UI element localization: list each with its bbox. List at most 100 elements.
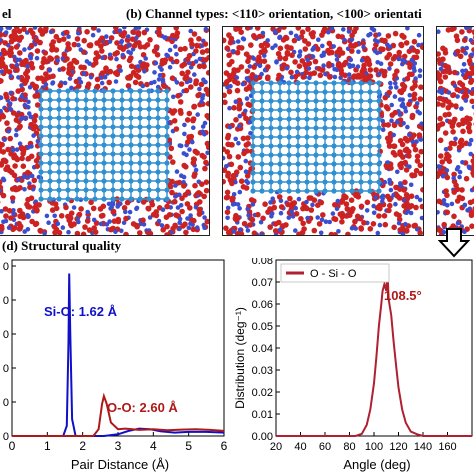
oxygen-atom [198, 81, 205, 88]
oxygen-atom [223, 80, 230, 87]
silicon-atom [451, 176, 456, 181]
y-tick-label: 0 [3, 431, 9, 443]
oxygen-atom [71, 41, 78, 48]
oxygen-atom [153, 209, 159, 215]
oxygen-atom [406, 153, 412, 159]
silicon-atom [104, 222, 110, 227]
crystal-atom [119, 133, 125, 139]
y-tick-label: 0 [3, 295, 9, 307]
oxygen-atom [383, 104, 390, 110]
silicon-atom [349, 225, 355, 231]
silicon-atom [321, 63, 326, 68]
crystal-atom [376, 170, 382, 176]
oxygen-atom [141, 29, 148, 36]
oxygen-atom [452, 69, 458, 76]
silicon-atom [22, 229, 28, 234]
oxygen-atom [118, 31, 124, 38]
oxygen-atom [66, 217, 72, 224]
oxygen-atom [416, 132, 423, 138]
crystal-atom [286, 98, 292, 104]
silicon-atom [22, 187, 27, 192]
oxygen-atom [110, 208, 117, 215]
oxygen-atom [76, 211, 83, 218]
crystal-atom [101, 106, 107, 112]
silicon-atom [286, 215, 292, 220]
oxygen-atom [32, 83, 38, 90]
silicon-atom [373, 195, 379, 200]
oxygen-atom [245, 141, 251, 147]
crystal-atom [110, 133, 116, 139]
oxygen-atom [411, 38, 418, 45]
oxygen-atom [459, 82, 466, 88]
crystal-atom [119, 169, 125, 175]
oxygen-atom [437, 101, 441, 107]
oxygen-atom [82, 224, 88, 230]
oxygen-atom [196, 36, 202, 42]
silicon-atom [359, 58, 365, 63]
silicon-atom [244, 96, 250, 101]
silicon-atom [177, 220, 182, 226]
crystal-atom [313, 188, 319, 194]
oxygen-atom [311, 227, 318, 234]
oxygen-atom [191, 103, 198, 110]
crystal-atom [38, 196, 44, 202]
crystal-atom [286, 116, 292, 122]
crystal-atom [74, 106, 80, 112]
crystal-atom [38, 160, 44, 166]
crystal-atom [101, 124, 107, 130]
oxygen-atom [381, 122, 387, 128]
silicon-atom [288, 30, 294, 36]
crystal-atom [358, 170, 364, 176]
oxygen-atom [147, 37, 153, 43]
crystal-atom [277, 98, 283, 104]
oxygen-atom [396, 195, 403, 201]
crystal-atom [74, 160, 80, 166]
down-arrow-icon [438, 228, 470, 258]
oxygen-atom [184, 201, 191, 207]
crystal-atom [367, 170, 373, 176]
y-tick-label: 0 [3, 329, 9, 341]
oxygen-atom [7, 52, 14, 59]
oxygen-atom [367, 226, 374, 232]
silicon-atom [408, 210, 414, 216]
silicon-atom [375, 60, 380, 65]
oxygen-atom [384, 135, 391, 142]
silicon-atom [16, 75, 21, 80]
crystal-atom [146, 151, 152, 157]
oxygen-atom [287, 195, 293, 202]
oxygen-atom [292, 59, 298, 65]
crystal-atom [349, 134, 355, 140]
crystal-atom [322, 80, 328, 86]
silicon-atom [202, 225, 207, 231]
oxygen-atom [223, 92, 227, 99]
silicon-atom [248, 93, 254, 98]
silicon-atom [202, 215, 207, 220]
oxygen-atom [299, 29, 306, 35]
oxygen-atom [471, 29, 474, 35]
crystal-atom [286, 161, 292, 167]
oxygen-atom [233, 27, 239, 30]
crystal-atom [146, 124, 152, 130]
silicon-atom [417, 68, 423, 73]
crystal-atom [331, 80, 337, 86]
silicon-atom [17, 141, 23, 146]
silicon-atom [396, 56, 401, 62]
silicon-atom [91, 217, 97, 223]
crystal-atom [137, 178, 143, 184]
oxygen-atom [193, 80, 199, 87]
oxygen-atom [2, 158, 9, 165]
oxygen-atom [25, 196, 31, 203]
oxygen-atom [16, 125, 23, 131]
oxygen-atom [199, 49, 206, 55]
oxygen-atom [34, 163, 41, 169]
silicon-atom [457, 174, 462, 180]
silicon-atom [265, 38, 270, 43]
silicon-atom [274, 59, 279, 64]
silicon-atom [6, 225, 12, 230]
crystal-atom [340, 161, 346, 167]
oxygen-atom [10, 95, 16, 102]
oxygen-atom [166, 212, 173, 218]
oxygen-atom [80, 231, 87, 235]
silicon-atom [182, 131, 187, 137]
silicon-atom [115, 204, 120, 209]
